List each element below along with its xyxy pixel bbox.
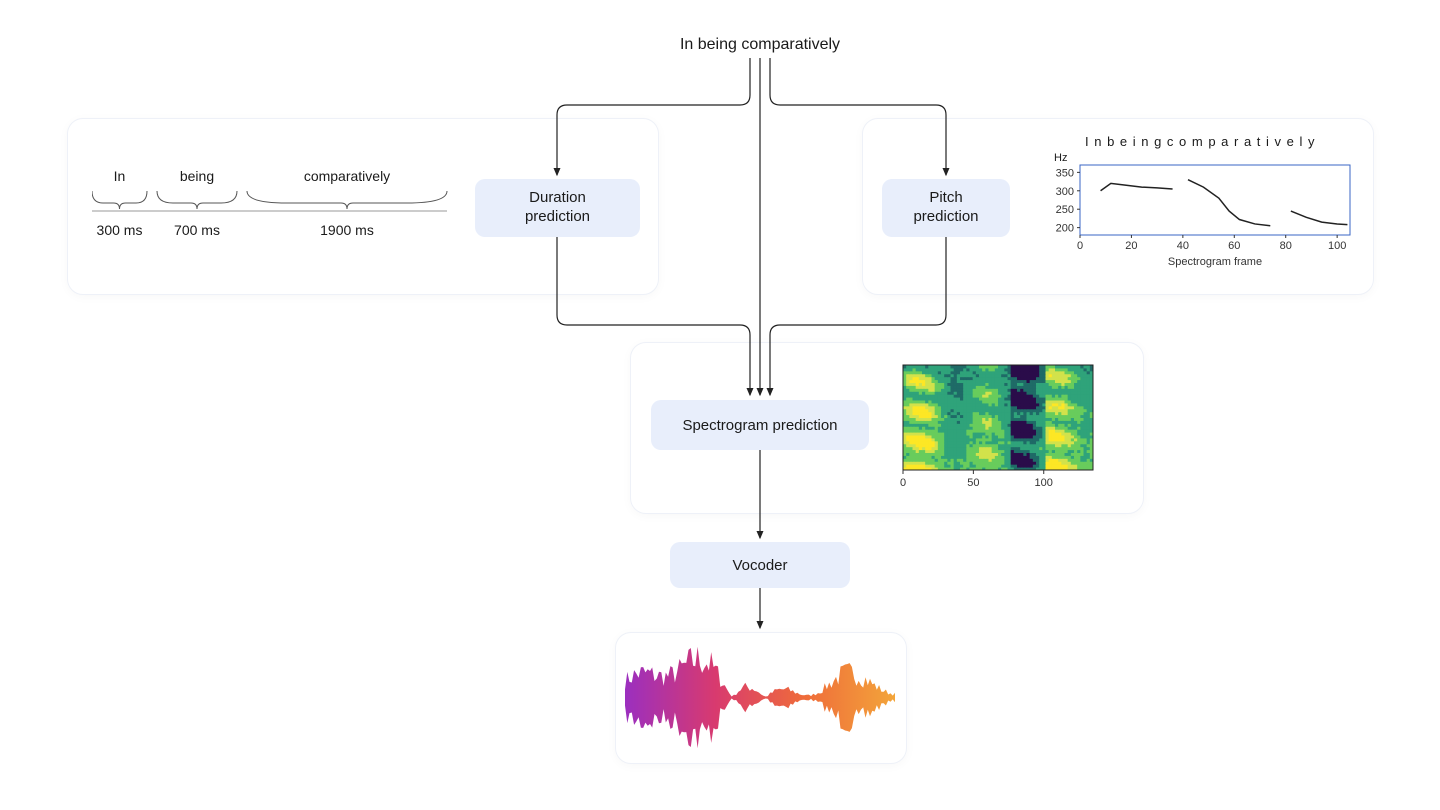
flow-arrows	[0, 0, 1440, 810]
